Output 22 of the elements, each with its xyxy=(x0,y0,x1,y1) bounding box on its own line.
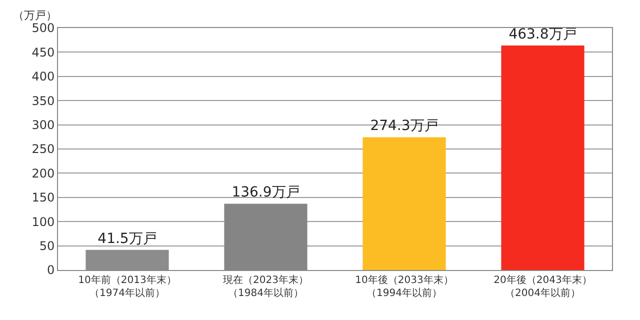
x-tick-label: 10年前（2013年末）（1974年以前） xyxy=(78,274,176,299)
data-label: 41.5万戸 xyxy=(98,230,157,247)
y-tick-label: 100 xyxy=(32,214,55,229)
data-label: 274.3万戸 xyxy=(370,118,438,134)
bar xyxy=(362,137,446,270)
y-tick-label: 400 xyxy=(32,70,55,84)
y-tick-label: 150 xyxy=(32,190,55,205)
x-tick-label: 現在（2023年末）（1984年以前） xyxy=(223,274,308,299)
y-tick-label: 250 xyxy=(32,142,55,156)
y-tick-label: 500 xyxy=(32,21,55,36)
y-tick-label: 350 xyxy=(32,94,55,108)
y-tick-label: 450 xyxy=(32,45,55,60)
data-label: 136.9万戸 xyxy=(232,184,300,201)
y-tick-label: 50 xyxy=(39,239,55,253)
y-tick-label: 300 xyxy=(32,118,55,132)
x-tick-label: 10年後（2033年末）（1994年以前） xyxy=(355,274,454,299)
y-axis-title: （万戸） xyxy=(13,9,57,22)
bar xyxy=(501,46,584,270)
y-tick-label: 200 xyxy=(32,166,55,180)
y-tick-label: 0 xyxy=(46,263,55,278)
x-tick-label: 20年後（2043年末）（2004年以前） xyxy=(494,274,592,299)
data-label: 463.8万戸 xyxy=(508,26,577,43)
